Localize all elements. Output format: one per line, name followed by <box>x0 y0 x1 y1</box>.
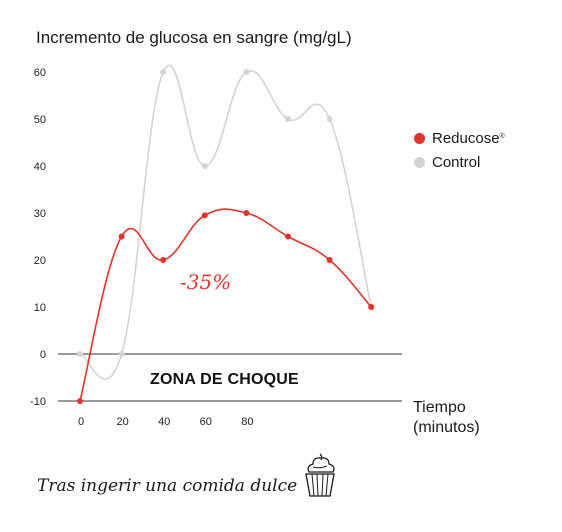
data-point-control <box>160 69 167 75</box>
data-point-control <box>201 163 208 169</box>
x-axis-label-line2: (minutos) <box>413 419 480 436</box>
y-tick-label: 20 <box>34 255 46 267</box>
data-point-reducose <box>118 233 125 240</box>
y-tick-label: 60 <box>34 67 46 79</box>
data-point-control <box>285 116 291 122</box>
legend-label-control: Control <box>432 153 481 171</box>
x-axis-label: Tiempo (minutos) <box>413 398 480 438</box>
chart-lines <box>79 64 372 402</box>
y-tick-label: 0 <box>40 349 46 361</box>
x-tick-label: 60 <box>200 416 212 428</box>
legend-item-control: Control <box>414 150 505 174</box>
chart-axes <box>58 353 402 402</box>
data-point-reducose <box>201 212 208 219</box>
x-tick-label: 80 <box>241 416 253 428</box>
data-point-reducose <box>326 257 333 263</box>
legend-label-reducose: Reducose <box>432 129 500 147</box>
chart-points <box>77 69 375 404</box>
data-point-reducose <box>368 304 375 310</box>
data-point-control <box>243 69 250 75</box>
y-tick-label: 30 <box>34 208 46 220</box>
y-tick-label: 40 <box>34 161 46 173</box>
data-point-reducose <box>160 257 167 263</box>
legend-marker-control <box>414 156 425 168</box>
series-line-control <box>79 64 372 380</box>
x-tick-label: 40 <box>158 416 170 428</box>
chart-ticks: 60 50 40 30 20 10 0 -10 0 20 40 60 80 <box>30 67 253 428</box>
legend-item-reducose: Reducose ® <box>414 126 505 150</box>
y-tick-label: 10 <box>34 302 46 314</box>
chart-legend: Reducose ® Control <box>414 126 505 174</box>
registered-mark: ® <box>499 132 505 140</box>
x-axis-label-line1: Tiempo <box>413 399 466 416</box>
data-point-control <box>77 351 83 357</box>
y-tick-label: 50 <box>34 114 46 126</box>
data-point-reducose <box>285 233 291 240</box>
y-tick-label: -10 <box>30 396 46 408</box>
x-tick-label: 0 <box>78 416 84 428</box>
data-point-control <box>326 116 333 122</box>
data-point-reducose <box>243 210 250 216</box>
cupcake-icon <box>305 453 335 497</box>
legend-marker-reducose <box>414 132 425 144</box>
chart-title: Incremento de glucosa en sangre (mg/gL) <box>36 28 352 47</box>
x-tick-label: 20 <box>116 416 128 428</box>
caption: Tras ingerir una comida dulce <box>37 476 298 496</box>
shock-zone-label: ZONA DE CHOQUE <box>150 371 299 388</box>
data-point-reducose <box>77 398 83 404</box>
data-point-control <box>118 351 125 357</box>
reduction-annotation: -35% <box>180 270 232 294</box>
